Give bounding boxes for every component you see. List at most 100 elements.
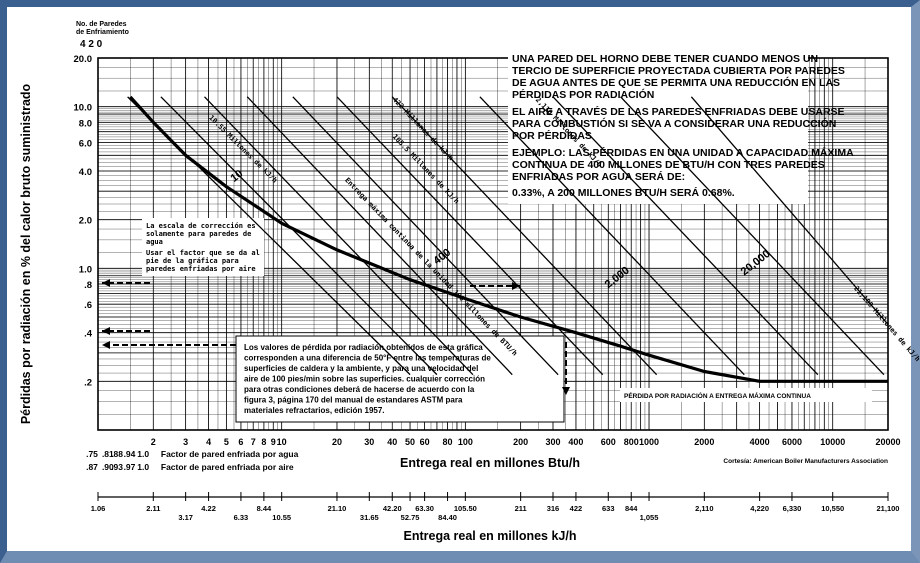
scale-note-line-0: La escala de corrección es: [146, 222, 256, 230]
example-arrowhead-3: [512, 282, 520, 290]
kj-tick-label-12: 84.40: [438, 513, 457, 522]
x-tick-label-18: 400: [568, 437, 583, 447]
x-tick-label-14: 80: [443, 437, 453, 447]
x-tick-label-4: 6: [238, 437, 243, 447]
kj-tick-label-15: 316: [547, 504, 560, 513]
curve-label-3: 20,000: [739, 248, 773, 278]
kj-tick-label-9: 42.20: [383, 504, 402, 513]
y-tick-label-3: 6.0: [79, 139, 92, 150]
walls-label-1: No. de Paredes: [76, 21, 127, 28]
scale-note-line-2: agua: [146, 238, 163, 246]
note-line-4: EL AIRE A TRAVÉS DE LAS PAREDES ENFRIADA…: [512, 105, 845, 118]
factor-air-1: .90: [102, 462, 114, 472]
values-note-line-4: para otras condiciones deberá de hacerse…: [244, 385, 475, 394]
kj-tick-label-8: 31.65: [360, 513, 379, 522]
note-line-7: EJEMPLO: LAS PÉRDIDAS EN UNA UNIDAD A CA…: [512, 146, 854, 159]
x-tick-label-26: 20000: [875, 437, 900, 447]
x-tick-label-16: 200: [513, 437, 528, 447]
max-label-background: [620, 388, 872, 402]
note-line-1: TERCIO DE SUPERFICIE PROYECTADA CUBIERTA…: [512, 65, 845, 77]
x-axis-label: Entrega real en millones Btu/h: [400, 456, 580, 470]
max-label: PÉRDIDA POR RADIACIÓN A ENTREGA MÁXIMA C…: [624, 391, 811, 400]
x-tick-label-12: 50: [405, 437, 415, 447]
diagonal-line-9: [620, 96, 885, 376]
x-tick-label-5: 7: [251, 437, 256, 447]
values-note-line-3: aire de 100 pies/min sobre las superfici…: [244, 375, 485, 384]
x-tick-label-20: 800: [624, 437, 639, 447]
x-tick-label-9: 20: [332, 437, 342, 447]
x-tick-label-17: 300: [545, 437, 560, 447]
credit-text: Cortesía: American Boiler Manufacturers …: [723, 458, 888, 465]
kj-tick-label-5: 8.44: [257, 504, 272, 513]
x-tick-label-24: 6000: [782, 437, 802, 447]
diagonal-line-2: [204, 96, 474, 376]
y-tick-label-0: 20.0: [74, 54, 93, 65]
curve-label-0: 10: [228, 168, 245, 185]
scale-note-line-4: pie de la gráfica para: [146, 257, 239, 265]
factor-air-4: 1.0: [137, 462, 149, 472]
kj-tick-label-18: 844: [625, 504, 638, 513]
example-arrowhead-1: [102, 327, 110, 335]
x-tick-label-19: 600: [601, 437, 616, 447]
kj-tick-label-23: 10,550: [821, 504, 844, 513]
note-line-3: PÉRDIDAS POR RADIACIÓN: [512, 88, 654, 101]
x-tick-label-0: 2: [151, 437, 156, 447]
x-tick-label-15: 100: [458, 437, 473, 447]
factor-water-4: 1.0: [137, 449, 149, 459]
y-tick-label-7: .8: [84, 280, 92, 291]
kj-tick-label-3: 4.22: [201, 504, 216, 513]
x-tick-label-13: 60: [420, 437, 430, 447]
x-tick-label-8: 10: [277, 437, 287, 447]
kj-tick-label-7: 21.10: [328, 504, 347, 513]
y-tick-label-5: 2.0: [79, 216, 92, 227]
y-axis-label: Pérdidas por radiación en % del calor br…: [19, 83, 33, 424]
x-tick-label-21: 1000: [639, 437, 659, 447]
x-tick-label-6: 8: [261, 437, 266, 447]
diagonal-line-4: [292, 96, 559, 376]
note-line-10: 0.33%, A 200 MILLONES BTU/H SERÁ 0.68%.: [512, 186, 735, 199]
diagonal-line-10: [690, 96, 889, 325]
x-tick-label-22: 2000: [694, 437, 714, 447]
kj-tick-label-10: 52.75: [401, 513, 420, 522]
y-tick-label-1: 10.0: [74, 103, 93, 114]
kj-tick-label-20: 2,110: [695, 504, 713, 513]
note-line-0: UNA PARED DEL HORNO DEBE TENER CUANDO ME…: [512, 53, 818, 65]
walls-label-2: de Enfriamiento: [76, 29, 129, 36]
y-tick-label-10: .2: [84, 377, 92, 388]
factor-air-2: .93: [111, 462, 123, 472]
diagonal-line-6: [391, 96, 658, 376]
values-note-line-0: Los valores de pérdida por radiación obt…: [244, 343, 483, 352]
kj-tick-label-14: 211: [515, 504, 527, 513]
x-tick-label-2: 4: [206, 437, 211, 447]
scale-note-line-5: paredes enfriadas por aire: [146, 265, 256, 273]
values-note-line-5: figura 3, página 170 del manual de estan…: [244, 396, 463, 405]
factor-air-label: Factor de pared enfriada por aire: [161, 462, 294, 472]
factor-air-3: .97: [124, 462, 136, 472]
kj-tick-label-13: 105.50: [454, 504, 477, 513]
y-tick-label-2: 8.0: [79, 118, 92, 129]
x-tick-label-7: 9: [271, 437, 276, 447]
x-tick-label-23: 4000: [750, 437, 770, 447]
example-arrowhead-4: [562, 387, 570, 395]
plot-border: [97, 57, 889, 431]
kj-tick-label-0: 1.06: [91, 504, 106, 513]
diagonal-label-3: 105.5 Millones de kJ/h: [391, 133, 461, 206]
scale-box-background: [142, 218, 264, 276]
example-arrowhead-2: [102, 341, 110, 349]
factor-water-1: .81: [102, 449, 114, 459]
scale-note-line-3: Usar el factor que se da al: [146, 249, 260, 257]
x-tick-label-11: 40: [387, 437, 397, 447]
notes-background: [508, 44, 808, 204]
walls-values: 4 2 0: [80, 39, 103, 50]
kj-tick-label-4: 6.33: [234, 513, 249, 522]
example-arrowhead-0: [102, 279, 110, 287]
kj-tick-label-21: 4,220: [750, 504, 769, 513]
kj-tick-label-19: 1,055: [640, 513, 659, 522]
note-line-5: PARA COMBUSTIÓN SI SE VA A CONSIDERAR UN…: [512, 117, 836, 130]
kj-tick-label-24: 21,100: [877, 504, 900, 513]
x-tick-label-10: 30: [364, 437, 374, 447]
note-line-8: CONTINUA DE 400 MILLONES DE BTU/H CON TR…: [512, 159, 825, 171]
kj-tick-label-17: 633: [602, 504, 615, 513]
kj-tick-label-2: 3.17: [178, 513, 193, 522]
